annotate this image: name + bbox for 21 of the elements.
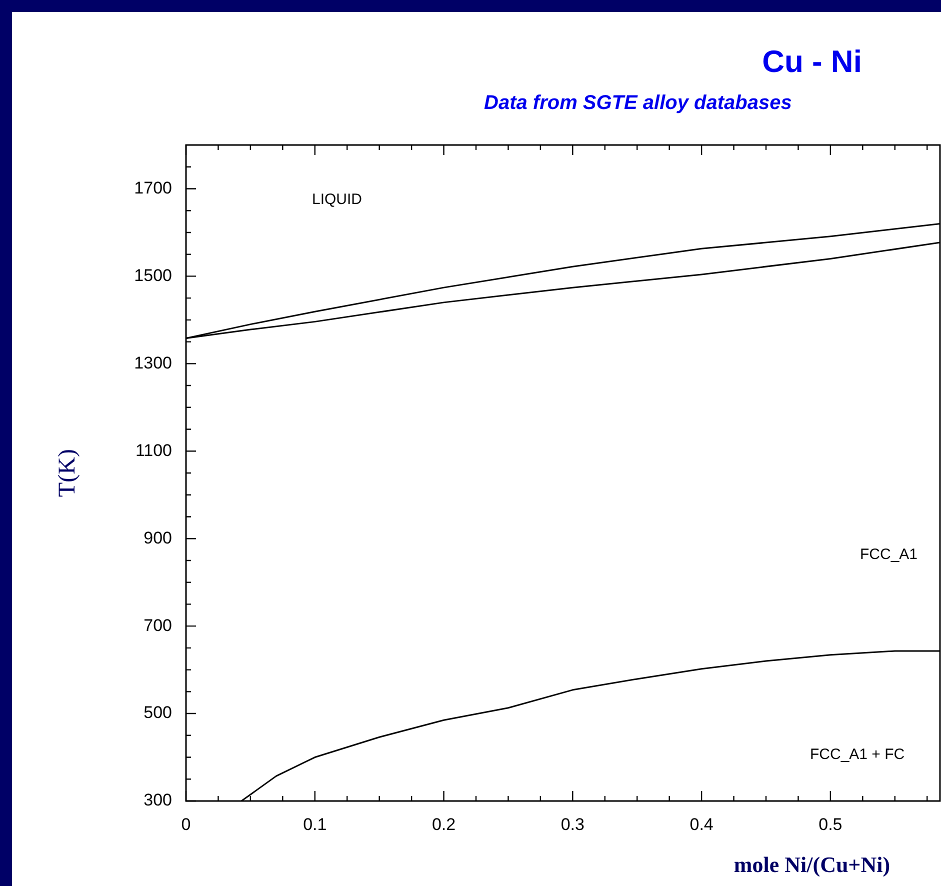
annotation: LIQUID <box>312 191 362 208</box>
y-tick-label: 1500 <box>134 266 172 285</box>
y-tick-label: 300 <box>144 790 172 810</box>
x-tick-label: 0.4 <box>690 814 714 834</box>
annotation: FCC_A1 + FC <box>810 746 905 764</box>
y-tick-label: 700 <box>144 616 172 635</box>
y-tick-label: 1100 <box>135 440 172 460</box>
x-tick-label: 0 <box>181 814 191 834</box>
y-tick-label: 900 <box>144 528 172 548</box>
annotation: FCC_A1 <box>860 546 918 564</box>
x-tick-label: 0.5 <box>818 814 842 834</box>
y-tick-label: 1300 <box>134 353 172 372</box>
x-tick-label: 0.3 <box>560 814 584 834</box>
x-axis-title: mole Ni/(Cu+Ni) <box>732 852 892 878</box>
y-tick-label: 500 <box>144 703 172 722</box>
x-tick-label: 0.1 <box>303 814 327 834</box>
chart-subtitle: Data from SGTE alloy databases <box>484 92 792 115</box>
x-tick-label: 0.2 <box>432 814 456 834</box>
chart-title: Cu - Ni <box>761 44 863 80</box>
y-tick-label: 1700 <box>134 178 172 198</box>
y-axis-title: T(K) <box>54 449 82 497</box>
